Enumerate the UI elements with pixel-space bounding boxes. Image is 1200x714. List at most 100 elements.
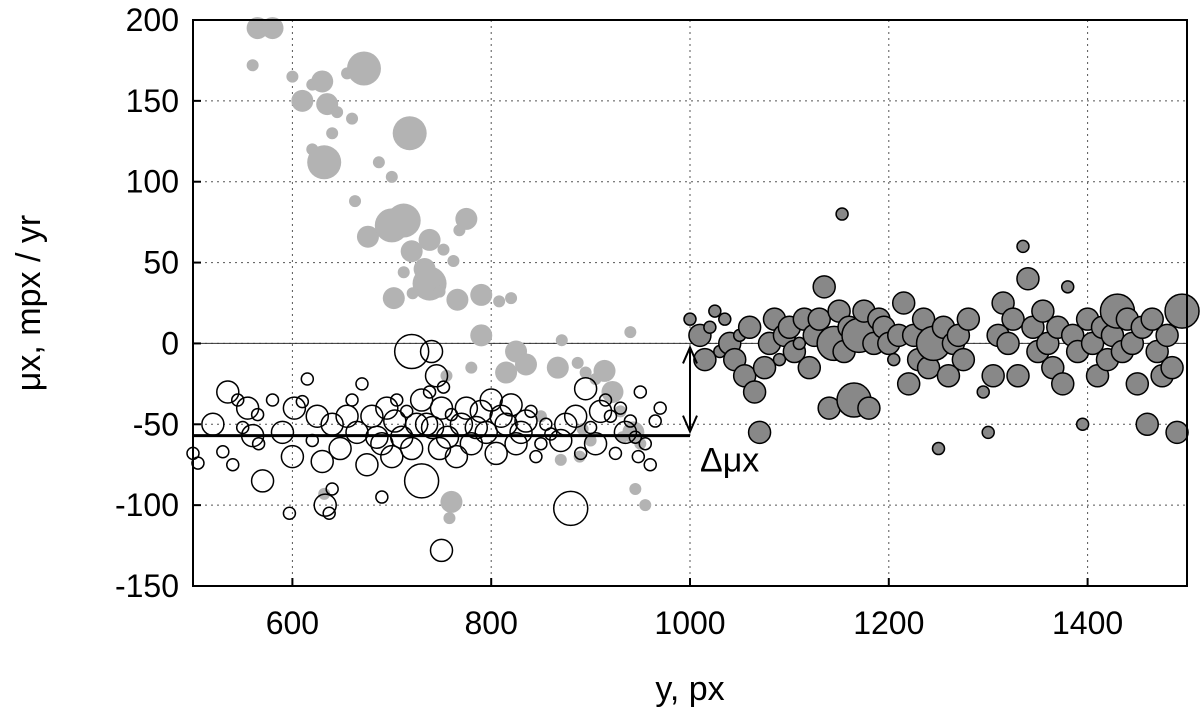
open-point — [328, 436, 352, 461]
annotation-layer — [193, 344, 698, 438]
open-point — [424, 364, 449, 388]
open-point — [633, 385, 648, 399]
open-point — [403, 463, 440, 499]
dark-point — [976, 385, 990, 399]
dark-point — [931, 441, 946, 456]
open-point — [375, 396, 399, 420]
open-point — [365, 425, 389, 449]
y-tick-label: -150 — [115, 568, 179, 604]
open-point — [345, 420, 369, 445]
dark-point — [951, 347, 976, 372]
gray-point — [433, 285, 446, 298]
open-point — [435, 425, 460, 449]
gray-point — [346, 112, 359, 125]
dark-point — [1075, 417, 1090, 432]
dark-point — [956, 307, 981, 331]
gray-point — [505, 292, 518, 305]
open-point — [504, 431, 528, 456]
open-point — [310, 449, 334, 474]
open-point — [623, 414, 638, 428]
gray-point — [443, 512, 456, 525]
open-point — [422, 385, 437, 399]
dark-outlined-series — [683, 207, 1200, 456]
open-point — [583, 431, 608, 456]
open-point — [230, 393, 245, 407]
dark-point — [792, 336, 807, 351]
open-point — [313, 493, 337, 517]
gray-point — [514, 353, 537, 376]
open-point — [552, 490, 589, 527]
gray-point — [418, 228, 441, 251]
dark-point — [936, 364, 961, 388]
gray-point — [470, 283, 493, 306]
open-point — [191, 456, 205, 470]
gray-point — [386, 203, 421, 238]
dark-point — [708, 304, 722, 318]
open-point — [345, 393, 359, 407]
open-point — [216, 380, 240, 404]
open-point — [419, 339, 444, 364]
dark-point — [1125, 372, 1150, 396]
x-tick-label: 1000 — [654, 605, 725, 641]
open-point — [648, 414, 662, 428]
open-point — [251, 436, 266, 451]
open-point — [265, 393, 280, 407]
dark-point — [1164, 293, 1200, 329]
dark-point — [981, 425, 995, 440]
open-point — [235, 396, 260, 420]
open-point — [390, 393, 404, 407]
gray-point — [413, 258, 436, 281]
y-tick-label: -50 — [133, 406, 179, 442]
gray-point — [571, 356, 584, 369]
dark-point — [683, 312, 697, 326]
dark-point — [718, 312, 732, 326]
open-point — [250, 469, 275, 493]
gray-point — [624, 326, 637, 339]
delta-arrow-head-up — [682, 344, 698, 364]
dark-point — [887, 352, 901, 367]
gray-point — [346, 51, 381, 86]
dark-point — [1016, 239, 1030, 254]
dark-point — [896, 372, 921, 396]
gray-point — [593, 359, 616, 382]
dark-point — [797, 355, 822, 380]
dark-point — [747, 420, 772, 445]
y-tick-label: 0 — [161, 325, 179, 361]
x-tick-label: 800 — [465, 605, 518, 641]
dark-point — [1001, 307, 1025, 331]
gray-point — [455, 207, 478, 230]
open-point — [573, 376, 598, 401]
open-point — [563, 404, 588, 428]
open-point — [459, 431, 484, 456]
open-point — [235, 420, 250, 435]
gray-point — [326, 127, 339, 140]
gray-point — [400, 240, 423, 263]
dark-point — [742, 380, 767, 404]
dark-point — [1006, 364, 1030, 388]
open-point — [524, 404, 538, 419]
gray-point — [372, 156, 385, 169]
open-point — [484, 441, 508, 466]
open-point — [529, 449, 543, 464]
open-point — [549, 428, 573, 453]
y-tick-label: -100 — [115, 487, 179, 523]
dark-point — [996, 331, 1020, 356]
dark-point — [857, 396, 881, 420]
gray-point — [286, 70, 299, 83]
open-point — [399, 404, 414, 419]
gray-point — [447, 254, 460, 267]
gray-point — [349, 195, 362, 208]
gray-point — [397, 266, 410, 279]
open-point — [355, 452, 379, 477]
dark-point — [752, 355, 777, 380]
open-point — [282, 506, 297, 520]
gray-point — [465, 361, 478, 374]
open-point — [454, 396, 479, 420]
gray-point — [555, 334, 568, 347]
delta-arrow-head-down — [682, 415, 698, 435]
gray-point — [639, 499, 652, 512]
dark-point — [1135, 412, 1159, 437]
open-point — [544, 427, 558, 441]
dark-point — [1031, 299, 1055, 323]
open-point — [226, 457, 240, 472]
